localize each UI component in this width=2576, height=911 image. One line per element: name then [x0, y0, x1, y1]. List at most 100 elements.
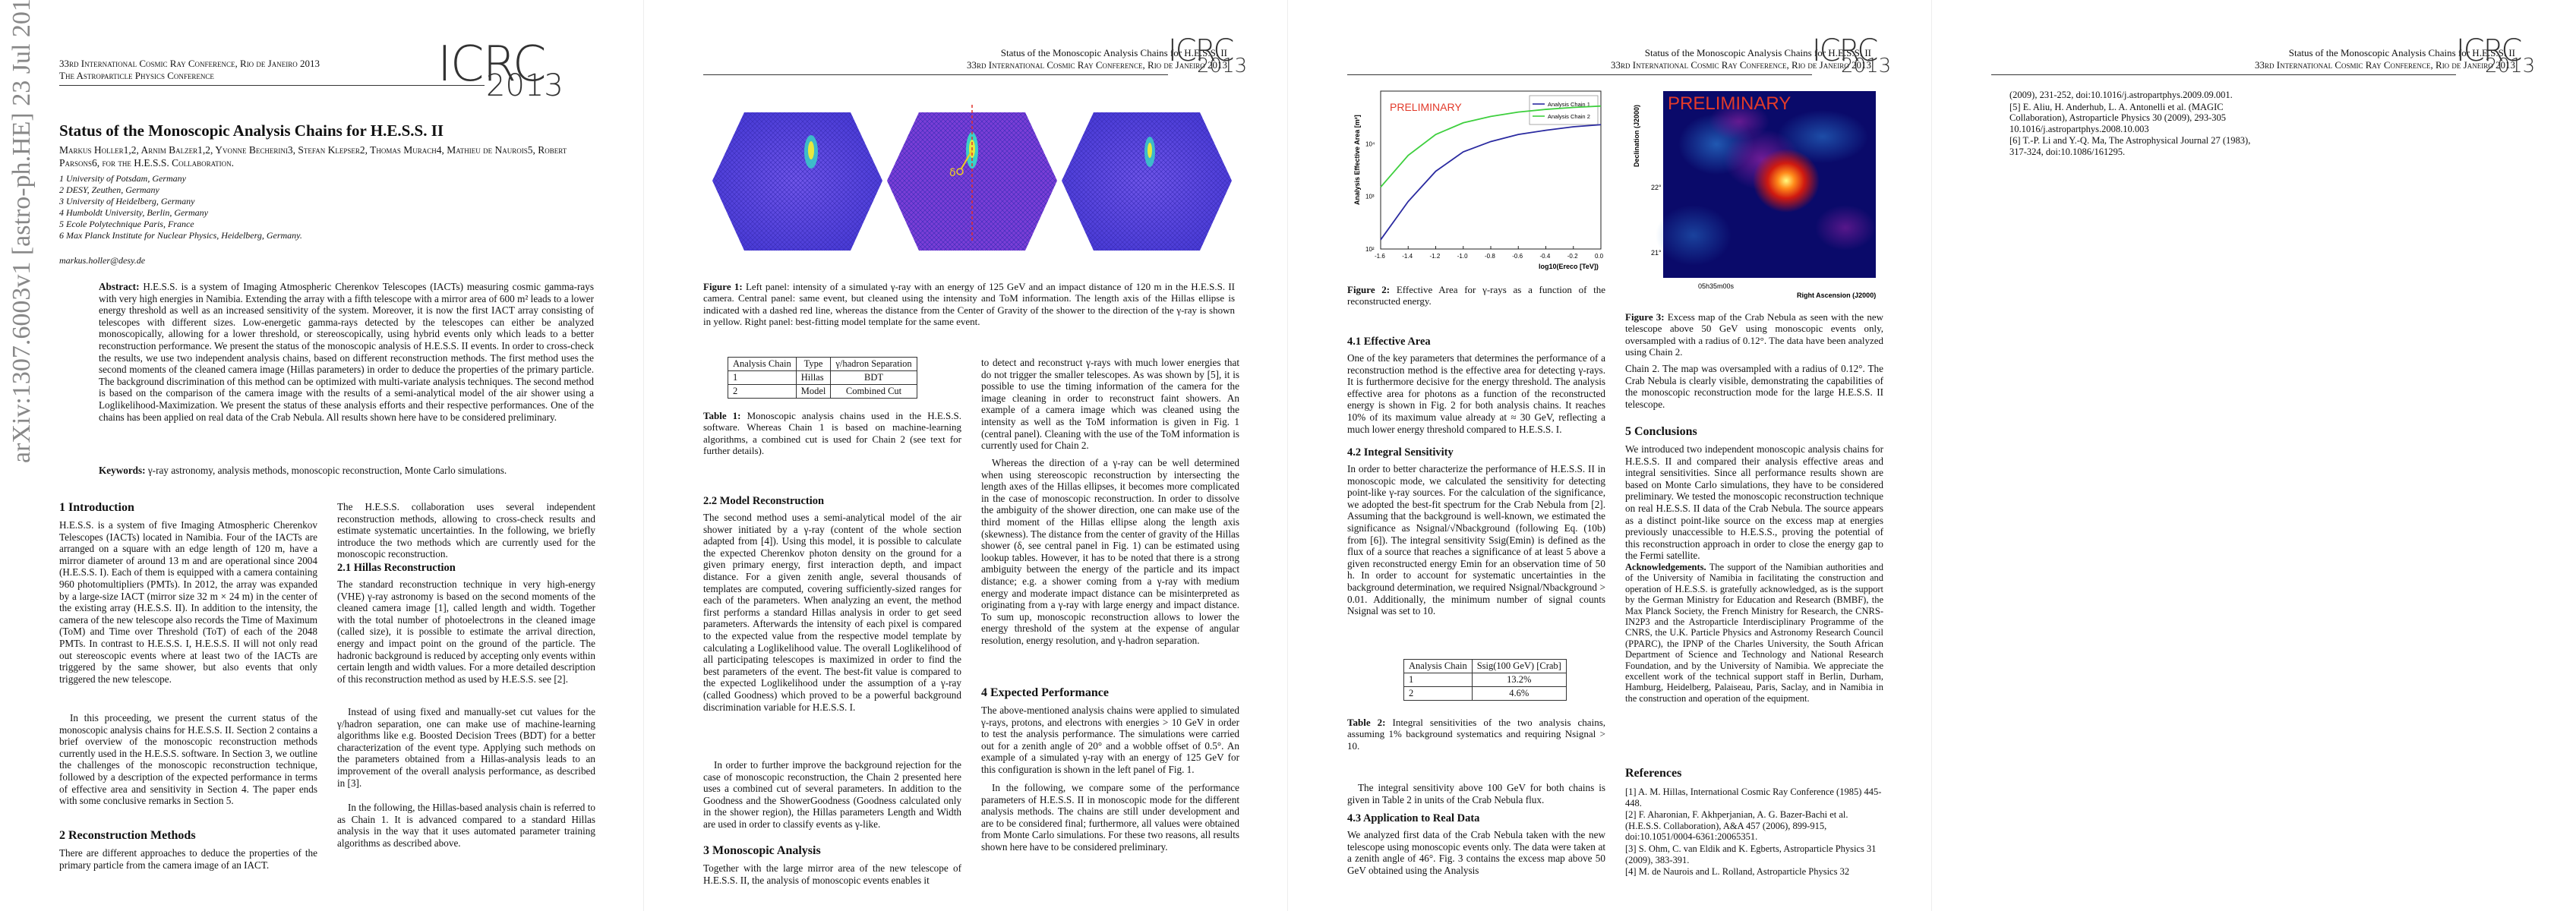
author-email[interactable]: markus.holler@desy.de — [59, 255, 146, 266]
x-axis-label: Right Ascension (J2000) — [1797, 292, 1876, 299]
performance-paragraph: The above-mentioned analysis chains were… — [981, 705, 1239, 775]
crab-nebula-source — [1753, 149, 1820, 213]
conference-line: 33rd International Cosmic Ray Conference… — [59, 58, 320, 69]
header-rule — [1991, 74, 2456, 75]
direction-ambiguity-paragraph: Whereas the direction of a γ-ray can be … — [981, 457, 1239, 646]
reference-item: [5] E. Aliu, H. Anderhub, L. A. Antonell… — [2009, 101, 2227, 134]
table-row: 1 13.2% — [1403, 673, 1567, 687]
hillas-paragraph: The standard reconstruction technique in… — [337, 578, 595, 685]
icrc-logo-year: 2013 — [1197, 55, 1248, 77]
reference-item: [6] T.-P. Li and Y.-Q. Ma, The Astrophys… — [2009, 135, 2251, 157]
conclusions-paragraph: We introduced two independent monoscopic… — [1625, 443, 1883, 562]
icrc-logo: ICRC — [1812, 33, 1878, 68]
legend-label: Analysis Chain 2 — [1548, 113, 1590, 120]
header-rule — [703, 74, 1168, 75]
page-separator — [1287, 0, 1288, 911]
x-tick-label: -1.0 — [1457, 253, 1468, 260]
figure-2-caption: Figure 2: Effective Area for γ-rays as a… — [1347, 284, 1606, 307]
y-axis-label: Declination (J2000) — [1633, 105, 1640, 167]
x-tick-label: -0.4 — [1540, 253, 1551, 260]
figure-1-camera-panels: δ — [712, 105, 1232, 251]
table-1: Analysis Chain Type γ/hadron Separation … — [728, 357, 917, 399]
figure-2-effective-area-chart: PRELIMINARY Analysis Chain 1 Analysis Ch… — [1353, 90, 1604, 270]
camera-panel-left — [712, 112, 882, 251]
icrc-logo: ICRC — [437, 36, 547, 93]
section-introduction-heading: 1 Introduction — [59, 501, 134, 514]
affiliations: 1 University of Potsdam, Germany 2 DESY,… — [59, 173, 302, 241]
page-3: Status of the Monoscopic Analysis Chains… — [1288, 0, 1932, 911]
table-row: 1 Hillas BDT — [728, 370, 917, 385]
page-separator — [1931, 0, 1932, 911]
table-header-row: Analysis Chain Type γ/hadron Separation — [728, 357, 917, 371]
chain-2-paragraph: Chain 2. The map was oversampled with a … — [1625, 363, 1883, 410]
subsection-real-data-heading: 4.3 Application to Real Data — [1347, 812, 1480, 824]
introduction-paragraph: H.E.S.S. is a system of five Imaging Atm… — [59, 519, 317, 685]
y-tick-label: 21° — [1651, 249, 1662, 257]
header-rule — [59, 85, 485, 86]
page-separator — [643, 0, 644, 911]
x-tick-label: -1.2 — [1430, 253, 1441, 260]
references-heading: References — [1625, 767, 1682, 780]
svg-text:δ: δ — [949, 167, 956, 179]
subsection-effective-area-heading: 4.1 Effective Area — [1347, 336, 1431, 348]
monoscopic-paragraph: Together with the large mirror area of t… — [703, 862, 961, 886]
monoscopic-continued-paragraph: to detect and reconstruct γ-rays with mu… — [981, 357, 1239, 452]
acknowledgements: Acknowledgements. The support of the Nam… — [1625, 562, 1883, 704]
y-tick-label: 22° — [1651, 184, 1662, 191]
reference-item: [1] A. M. Hillas, International Cosmic R… — [1625, 786, 1882, 809]
x-tick-label: 05h35m00s — [1698, 282, 1735, 290]
table-2-caption: Table 2: Integral sensitivities of the t… — [1347, 717, 1606, 752]
subsection-model-heading: 2.2 Model Reconstruction — [703, 495, 825, 507]
y-axis-label: Analysis Effective Area [m²] — [1353, 115, 1361, 205]
hillas-paragraph-3: In the following, the Hillas-based analy… — [337, 802, 595, 849]
icrc-logo-year: 2013 — [486, 68, 564, 103]
hillas-paragraph-2: Instead of using fixed and manually-set … — [337, 706, 595, 789]
reference-item: [3] S. Ohm, C. van Eldik and K. Egberts,… — [1625, 843, 1877, 865]
keywords: Keywords: γ-ray astronomy, analysis meth… — [99, 465, 507, 476]
collaboration-paragraph: The H.E.S.S. collaboration uses several … — [337, 501, 595, 560]
page-4: Status of the Monoscopic Analysis Chains… — [1932, 0, 2576, 911]
section-conclusions-heading: 5 Conclusions — [1625, 425, 1697, 438]
preliminary-label: PRELIMINARY — [1390, 101, 1462, 113]
x-tick-label: -1.4 — [1402, 253, 1413, 260]
section-monoscopic-heading: 3 Monoscopic Analysis — [703, 844, 821, 857]
reconstruction-paragraph: There are different approaches to deduce… — [59, 847, 317, 871]
series-line-2 — [1380, 105, 1602, 188]
running-header: Status of the Monoscopic Analysis Chains… — [967, 47, 1227, 71]
conference-header: 33rd International Cosmic Ray Conference… — [59, 58, 320, 82]
y-tick-label: 10³ — [1365, 194, 1375, 200]
icrc-logo: ICRC — [1168, 33, 1234, 68]
y-tick-label: 10⁴ — [1365, 140, 1375, 147]
section-reconstruction-heading: 2 Reconstruction Methods — [59, 829, 196, 842]
series-line-1 — [1380, 124, 1602, 241]
icrc-logo: ICRC — [2456, 33, 2522, 68]
effective-area-paragraph: One of the key parameters that determine… — [1347, 352, 1605, 435]
camera-panel-center: δ — [887, 105, 1057, 251]
legend-label: Analysis Chain 1 — [1548, 101, 1590, 108]
camera-panel-right — [1062, 112, 1232, 251]
icrc-logo-year: 2013 — [2485, 55, 2536, 77]
running-header: Status of the Monoscopic Analysis Chains… — [2255, 47, 2515, 71]
series-line: The Astroparticle Physics Conference — [59, 70, 214, 81]
x-tick-label: -0.6 — [1512, 253, 1523, 260]
page-1: 33rd International Cosmic Ray Conference… — [0, 0, 644, 911]
y-tick-label: 10² — [1365, 246, 1375, 253]
figure-3-caption: Figure 3: Excess map of the Crab Nebula … — [1625, 311, 1884, 358]
preliminary-label: PRELIMINARY — [1668, 93, 1791, 114]
x-tick-label: -1.6 — [1375, 253, 1385, 260]
table-2: Analysis Chain Ssig(100 GeV) [Crab] 1 13… — [1403, 659, 1567, 701]
reference-item: (2009), 231-252, doi:10.1016/j.astropart… — [2009, 90, 2233, 100]
subsection-hillas-heading: 2.1 Hillas Reconstruction — [337, 562, 456, 574]
x-tick-label: -0.8 — [1485, 253, 1495, 260]
header-rule — [1347, 74, 1812, 75]
table-header-row: Analysis Chain Ssig(100 GeV) [Crab] — [1403, 659, 1567, 673]
author-list: Markus Holler1,2, Arnim Balzer1,2, Yvonn… — [59, 144, 567, 169]
model-paragraph: The second method uses a semi-analytical… — [703, 512, 961, 713]
figure-1-caption: Figure 1: Left panel: intensity of a sim… — [703, 281, 1236, 328]
performance-paragraph-2: In the following, we compare some of the… — [981, 782, 1239, 853]
references-list: [1] A. M. Hillas, International Cosmic R… — [1625, 786, 1883, 878]
table-row: 2 Model Combined Cut — [728, 384, 917, 399]
abstract: Abstract: H.E.S.S. is a system of Imagin… — [99, 281, 594, 423]
references-list-continued: (2009), 231-252, doi:10.1016/j.astropart… — [2009, 90, 2268, 159]
x-tick-label: 0.0 — [1595, 253, 1604, 260]
